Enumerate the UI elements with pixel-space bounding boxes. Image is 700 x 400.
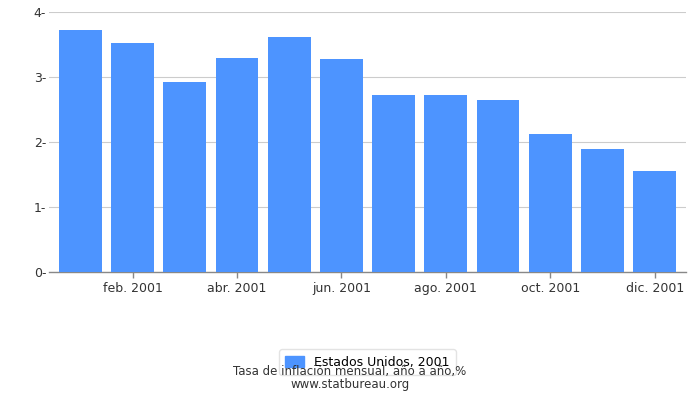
Bar [477,100,519,272]
Bar [216,58,258,272]
Bar [268,37,311,272]
Bar [634,171,676,272]
Bar [372,95,415,272]
Bar [581,148,624,272]
Bar [111,42,154,272]
Bar [59,30,102,272]
Bar [424,95,467,272]
Text: www.statbureau.org: www.statbureau.org [290,378,410,391]
Text: Tasa de inflación mensual, año a año,%: Tasa de inflación mensual, año a año,% [233,365,467,378]
Bar [163,82,206,272]
Legend: Estados Unidos, 2001: Estados Unidos, 2001 [279,350,456,375]
Bar [528,134,572,272]
Bar [320,60,363,272]
